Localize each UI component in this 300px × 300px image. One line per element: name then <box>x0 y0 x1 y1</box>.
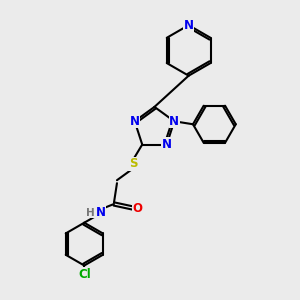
Text: N: N <box>162 138 172 151</box>
Text: N: N <box>130 115 140 128</box>
Text: N: N <box>184 19 194 32</box>
Text: O: O <box>133 202 143 215</box>
Text: H: H <box>86 208 94 218</box>
Text: S: S <box>129 158 138 170</box>
Text: N: N <box>169 115 179 128</box>
Text: N: N <box>96 206 106 219</box>
Text: Cl: Cl <box>78 268 91 281</box>
